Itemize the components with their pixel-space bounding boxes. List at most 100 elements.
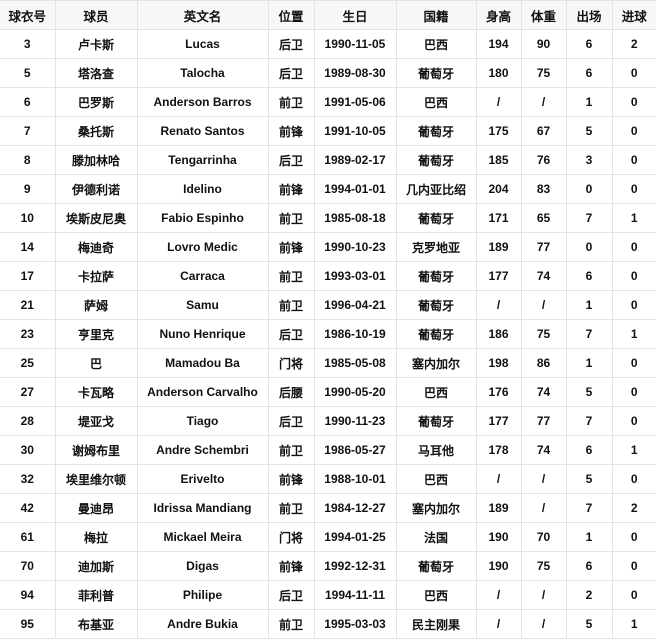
cell-appearances: 2 (565, 580, 613, 610)
column-header-height: 身高 (475, 0, 522, 30)
cell-nationality: 葡萄牙 (395, 551, 477, 581)
column-header-position: 位置 (267, 0, 315, 30)
cell-nationality: 克罗地亚 (395, 232, 477, 262)
cell-birthday: 1991-10-05 (313, 116, 397, 146)
cell-appearances: 5 (565, 609, 613, 639)
table-row: 14 梅迪奇 Lovro Medic 前锋 1990-10-23 克罗地亚 189 77 0 0 (0, 232, 656, 262)
cell-weight: / (520, 580, 567, 610)
table-row: 70 迪加斯 Digas 前锋 1992-12-31 葡萄牙 190 75 6 0 (0, 551, 656, 581)
cell-birthday: 1995-03-03 (313, 609, 397, 639)
cell-player-name-cn: 梅迪奇 (54, 232, 138, 262)
cell-english-name: Andre Bukia (136, 609, 269, 639)
table-row: 42 曼迪昂 Idrissa Mandiang 前卫 1984-12-27 塞内加尔 189… (0, 493, 656, 523)
cell-height: 177 (475, 406, 522, 436)
cell-nationality: 塞内加尔 (395, 493, 477, 523)
cell-nationality: 葡萄牙 (395, 203, 477, 233)
cell-position: 前卫 (267, 87, 315, 117)
cell-weight: 70 (520, 522, 567, 552)
cell-position: 前锋 (267, 116, 315, 146)
cell-goals: 0 (611, 551, 656, 581)
cell-appearances: 1 (565, 522, 613, 552)
cell-nationality: 巴西 (395, 29, 477, 59)
cell-position: 前锋 (267, 551, 315, 581)
cell-jersey-number: 14 (0, 232, 56, 262)
cell-weight: 74 (520, 261, 567, 291)
cell-nationality: 葡萄牙 (395, 116, 477, 146)
cell-weight: 86 (520, 348, 567, 378)
cell-position: 后卫 (267, 58, 315, 88)
cell-jersey-number: 61 (0, 522, 56, 552)
cell-weight: 77 (520, 406, 567, 436)
cell-appearances: 6 (565, 29, 613, 59)
cell-weight: / (520, 464, 567, 494)
table-row: 5 塔洛查 Talocha 后卫 1989-08-30 葡萄牙 180 75 6 0 (0, 58, 656, 88)
cell-appearances: 6 (565, 435, 613, 465)
cell-weight: 90 (520, 29, 567, 59)
table-row: 27 卡瓦略 Anderson Carvalho 后腰 1990-05-20 巴西 176 7… (0, 377, 656, 407)
cell-appearances: 7 (565, 406, 613, 436)
cell-position: 门将 (267, 522, 315, 552)
cell-height: 176 (475, 377, 522, 407)
cell-birthday: 1990-11-05 (313, 29, 397, 59)
cell-english-name: Samu (136, 290, 269, 320)
cell-weight: 75 (520, 58, 567, 88)
cell-nationality: 葡萄牙 (395, 261, 477, 291)
cell-nationality: 巴西 (395, 87, 477, 117)
cell-nationality: 民主刚果 (395, 609, 477, 639)
cell-player-name-cn: 亨里克 (54, 319, 138, 349)
cell-birthday: 1991-05-06 (313, 87, 397, 117)
table-row: 32 埃里维尔顿 Erivelto 前锋 1988-10-01 巴西 //5 0 (0, 464, 656, 494)
cell-height: 204 (475, 174, 522, 204)
cell-jersey-number: 10 (0, 203, 56, 233)
cell-nationality: 几内亚比绍 (395, 174, 477, 204)
cell-position: 后卫 (267, 145, 315, 175)
cell-birthday: 1986-10-19 (313, 319, 397, 349)
column-header-english-name: 英文名 (136, 0, 269, 30)
cell-goals: 0 (611, 464, 656, 494)
cell-appearances: 5 (565, 377, 613, 407)
table-row: 3 卢卡斯 Lucas 后卫 1990-11-05 巴西 194 90 6 2 (0, 29, 656, 59)
cell-goals: 2 (611, 29, 656, 59)
cell-weight: / (520, 87, 567, 117)
cell-birthday: 1996-04-21 (313, 290, 397, 320)
cell-birthday: 1984-12-27 (313, 493, 397, 523)
cell-player-name-cn: 巴 (54, 348, 138, 378)
cell-goals: 1 (611, 319, 656, 349)
cell-english-name: Idelino (136, 174, 269, 204)
column-header-weight: 体重 (520, 0, 567, 30)
cell-appearances: 3 (565, 145, 613, 175)
cell-english-name: Mickael Meira (136, 522, 269, 552)
cell-jersey-number: 32 (0, 464, 56, 494)
cell-english-name: Andre Schembri (136, 435, 269, 465)
cell-nationality: 法国 (395, 522, 477, 552)
cell-player-name-cn: 曼迪昂 (54, 493, 138, 523)
cell-appearances: 0 (565, 174, 613, 204)
table-row: 94 菲利普 Philipe 后卫 1994-11-11 巴西 //2 0 (0, 580, 656, 610)
cell-height: 189 (475, 493, 522, 523)
cell-appearances: 7 (565, 319, 613, 349)
cell-goals: 0 (611, 290, 656, 320)
cell-weight: 77 (520, 232, 567, 262)
table-row: 9 伊德利诺 Idelino 前锋 1994-01-01 几内亚比绍 204 83 0 0 (0, 174, 656, 204)
cell-nationality: 巴西 (395, 580, 477, 610)
cell-goals: 0 (611, 116, 656, 146)
cell-english-name: Lovro Medic (136, 232, 269, 262)
cell-height: 175 (475, 116, 522, 146)
cell-player-name-cn: 卢卡斯 (54, 29, 138, 59)
cell-height: / (475, 609, 522, 639)
header-row: 球衣号 球员 英文名 位置 生日 国籍 身高 体重 出场 进球 (0, 0, 656, 30)
cell-english-name: Mamadou Ba (136, 348, 269, 378)
cell-nationality: 巴西 (395, 464, 477, 494)
cell-goals: 0 (611, 232, 656, 262)
table-row: 8 滕加林哈 Tengarrinha 后卫 1989-02-17 葡萄牙 185 76 3 0 (0, 145, 656, 175)
cell-appearances: 7 (565, 203, 613, 233)
cell-goals: 0 (611, 145, 656, 175)
cell-weight: / (520, 290, 567, 320)
cell-jersey-number: 27 (0, 377, 56, 407)
cell-player-name-cn: 滕加林哈 (54, 145, 138, 175)
cell-jersey-number: 23 (0, 319, 56, 349)
cell-position: 后卫 (267, 319, 315, 349)
cell-player-name-cn: 伊德利诺 (54, 174, 138, 204)
table-row: 6 巴罗斯 Anderson Barros 前卫 1991-05-06 巴西 //1 0 (0, 87, 656, 117)
